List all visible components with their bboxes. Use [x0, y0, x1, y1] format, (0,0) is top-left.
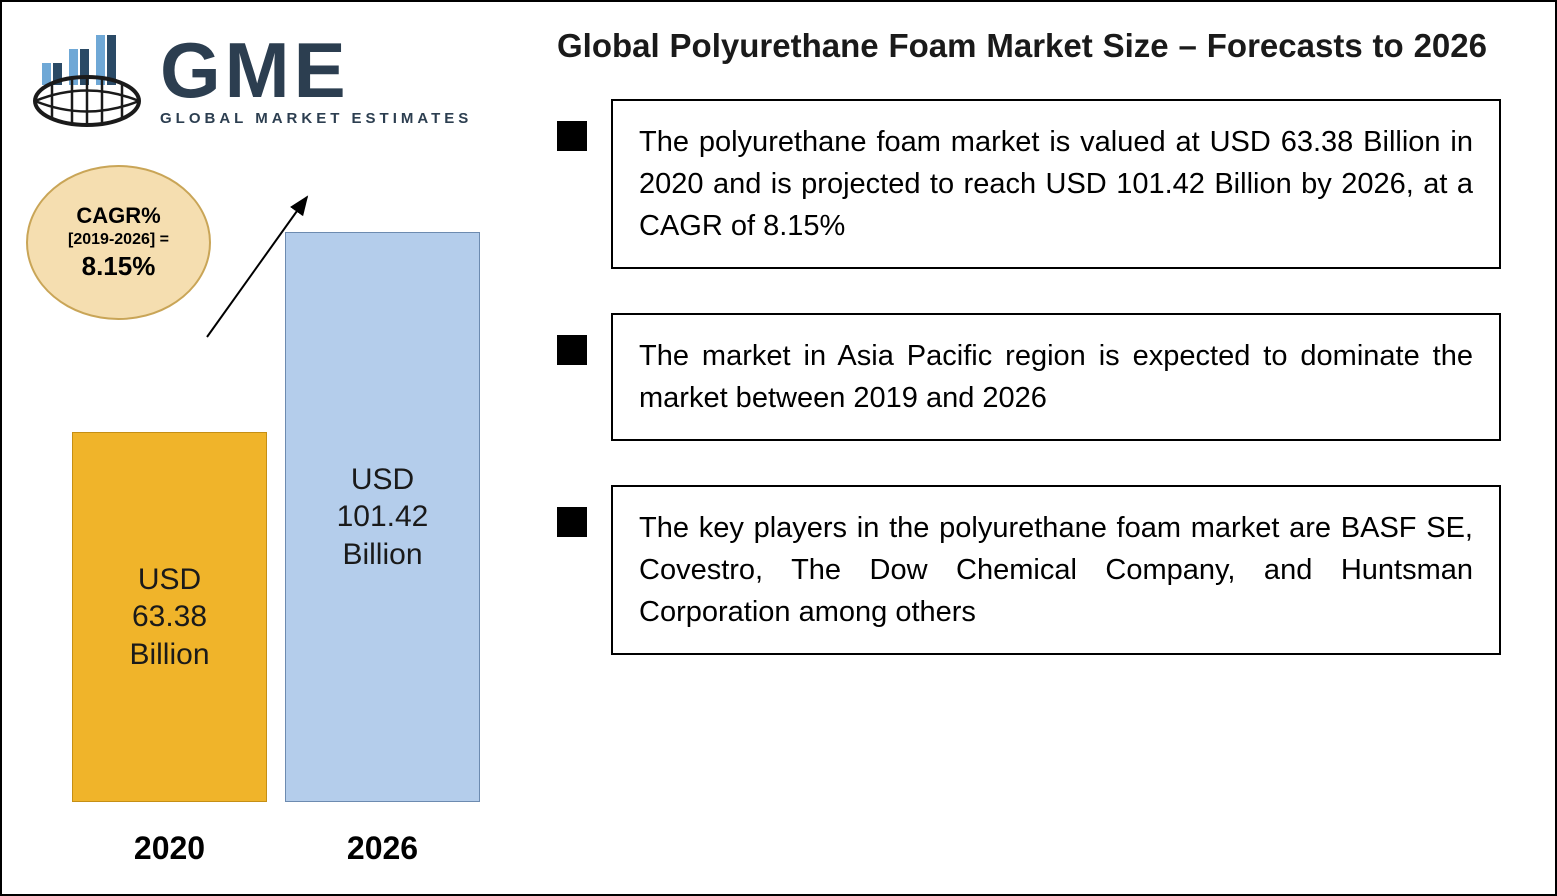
logo-block: GME GLOBAL MARKET ESTIMATES: [32, 22, 502, 142]
info-row: The key players in the polyurethane foam…: [557, 485, 1527, 655]
info-box: The polyurethane foam market is valued a…: [611, 99, 1501, 269]
bullets-list: The polyurethane foam market is valued a…: [557, 99, 1527, 655]
bar-value-label: USD101.42Billion: [337, 461, 429, 574]
x-axis-label: 2020: [72, 830, 267, 867]
logo-mark: [32, 27, 142, 137]
bar-chart: CAGR% [2019-2026] = 8.15% USD63.38Billio…: [32, 177, 512, 877]
bullet-square-icon: [557, 507, 587, 537]
chart-title: Global Polyurethane Foam Market Size – F…: [557, 24, 1527, 69]
logo-text: GME GLOBAL MARKET ESTIMATES: [160, 37, 472, 126]
infographic-canvas: GME GLOBAL MARKET ESTIMATES CAGR% [2019-…: [0, 0, 1557, 896]
x-axis-label: 2026: [285, 830, 480, 867]
logo-subtitle: GLOBAL MARKET ESTIMATES: [160, 110, 472, 127]
globe-icon: [32, 75, 142, 127]
arrow-line: [207, 197, 307, 337]
bullet-square-icon: [557, 121, 587, 151]
x-axis: 2020 2026: [72, 830, 492, 867]
info-box: The market in Asia Pacific region is exp…: [611, 313, 1501, 441]
cagr-period: [2019-2026] =: [68, 231, 169, 249]
cagr-badge: CAGR% [2019-2026] = 8.15%: [26, 165, 211, 320]
info-row: The market in Asia Pacific region is exp…: [557, 313, 1527, 441]
cagr-value: 8.15%: [82, 251, 156, 282]
info-row: The polyurethane foam market is valued a…: [557, 99, 1527, 269]
logo-acronym: GME: [160, 37, 472, 103]
right-column: Global Polyurethane Foam Market Size – F…: [557, 24, 1527, 699]
info-box: The key players in the polyurethane foam…: [611, 485, 1501, 655]
bar: USD63.38Billion: [72, 432, 267, 802]
cagr-label: CAGR%: [76, 203, 160, 229]
bar-value-label: USD63.38Billion: [129, 561, 209, 674]
bullet-square-icon: [557, 335, 587, 365]
